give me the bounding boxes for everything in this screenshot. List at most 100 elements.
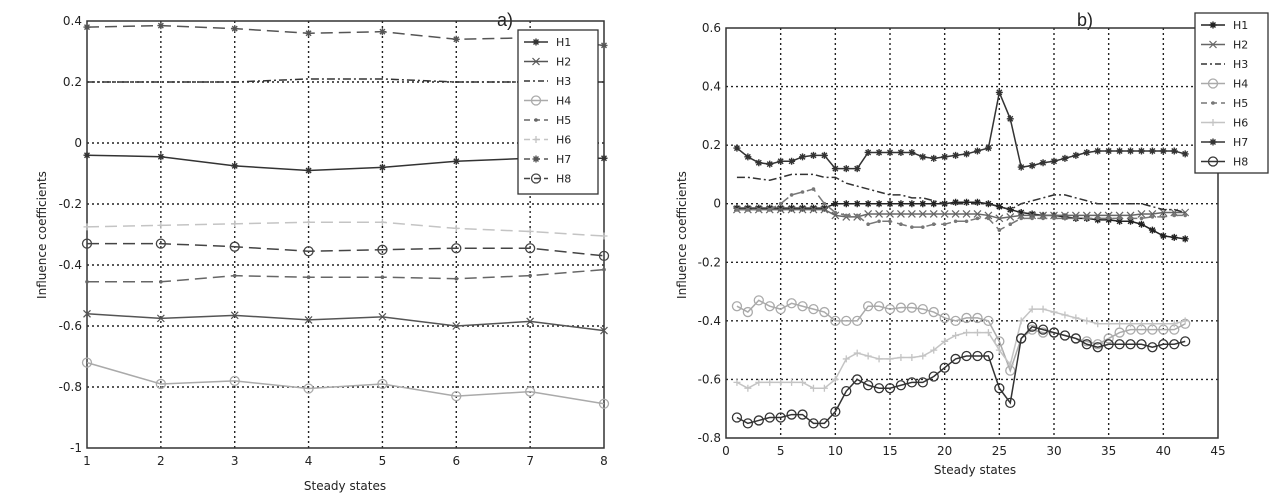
legend-label-h3: H3 xyxy=(1233,58,1248,71)
data-point-h6 xyxy=(1105,320,1113,328)
data-point-h1 xyxy=(157,153,165,161)
x-tick-label: 2 xyxy=(157,454,165,468)
series-h8 xyxy=(731,321,1191,429)
data-point-h7 xyxy=(831,165,839,173)
data-point-h8 xyxy=(1059,330,1071,341)
legend-marker-h7 xyxy=(1209,138,1217,146)
data-point-h5 xyxy=(767,207,772,212)
data-point-h7 xyxy=(1083,148,1091,156)
data-point-h6 xyxy=(83,223,91,231)
data-point-h6 xyxy=(897,353,905,361)
x-tick-label: 1 xyxy=(83,454,91,468)
data-point-h6 xyxy=(788,378,796,386)
data-point-h6 xyxy=(1061,311,1069,319)
data-point-h8 xyxy=(451,243,462,254)
series-line-h2 xyxy=(736,208,1186,220)
data-point-h6 xyxy=(820,384,828,392)
data-point-h4 xyxy=(764,301,775,312)
data-point-h8 xyxy=(797,409,808,420)
data-point-h8 xyxy=(81,238,93,249)
data-point-h5 xyxy=(1074,216,1078,221)
y-axis-label-b: Influence coefficients xyxy=(675,171,689,299)
data-point-h2 xyxy=(1137,210,1146,218)
data-point-h1 xyxy=(820,204,828,212)
x-tick-label: 8 xyxy=(600,454,608,468)
legend-label-h1: H1 xyxy=(556,36,571,49)
data-point-h8 xyxy=(1103,339,1114,350)
data-point-h1 xyxy=(1148,226,1156,234)
data-point-h7 xyxy=(853,165,861,173)
data-point-h1 xyxy=(919,200,927,208)
data-point-h8 xyxy=(1147,342,1158,353)
data-point-h7 xyxy=(799,153,807,161)
data-point-h8 xyxy=(1081,339,1092,350)
series-line-h7 xyxy=(86,24,605,47)
data-point-h1 xyxy=(231,162,239,170)
data-point-h6 xyxy=(1039,305,1047,313)
data-point-h5 xyxy=(1095,216,1100,221)
data-point-h2 xyxy=(809,205,818,214)
data-point-h4 xyxy=(808,303,819,315)
chart-a: a) Steady states Influence coefficients … xyxy=(35,10,610,493)
data-point-h6 xyxy=(744,384,752,392)
data-point-h7 xyxy=(1170,147,1178,155)
data-point-h2 xyxy=(1061,211,1069,220)
data-point-h6 xyxy=(864,352,872,360)
data-point-h8 xyxy=(229,241,240,252)
data-point-h6 xyxy=(1148,320,1156,328)
data-point-h1 xyxy=(777,204,785,212)
data-point-h5 xyxy=(746,207,750,212)
data-point-h4 xyxy=(884,303,896,315)
data-point-h2 xyxy=(787,205,796,214)
legend-marker-h5 xyxy=(534,118,538,122)
data-point-h8 xyxy=(742,418,754,429)
data-point-h8 xyxy=(819,418,830,429)
data-point-h6 xyxy=(1028,305,1036,313)
data-point-h7 xyxy=(452,35,460,43)
y-tick-label: -0.2 xyxy=(59,197,82,211)
data-point-h1 xyxy=(1116,217,1124,225)
data-point-h7 xyxy=(984,144,992,152)
data-point-h7 xyxy=(1094,147,1102,155)
data-point-h7 xyxy=(788,157,796,165)
data-point-h6 xyxy=(755,378,763,386)
data-point-h6 xyxy=(1083,317,1091,325)
data-point-h5 xyxy=(986,216,991,221)
data-point-h8 xyxy=(1125,339,1136,350)
data-point-h1 xyxy=(1170,233,1178,241)
panel-label-b: b) xyxy=(1077,10,1093,30)
data-point-h5 xyxy=(1183,213,1187,218)
data-point-h5 xyxy=(800,190,805,194)
data-point-h4 xyxy=(377,378,388,390)
data-point-h8 xyxy=(598,250,610,262)
data-point-h6 xyxy=(908,353,916,361)
data-point-h7 xyxy=(1050,157,1058,165)
data-point-h8 xyxy=(972,350,983,362)
data-point-h6 xyxy=(875,355,883,363)
data-point-h8 xyxy=(961,350,972,362)
data-point-h7 xyxy=(231,25,239,33)
data-point-h7 xyxy=(842,165,850,173)
data-point-h2 xyxy=(875,210,883,218)
legend-marker-h1 xyxy=(532,38,540,46)
legend-marker-h7 xyxy=(532,155,540,163)
legend-label-h8: H8 xyxy=(1233,156,1248,169)
data-point-h4 xyxy=(852,315,863,327)
data-point-h4 xyxy=(81,357,93,368)
data-point-h2 xyxy=(886,210,894,218)
data-point-h7 xyxy=(777,157,785,165)
data-point-h7 xyxy=(766,160,774,168)
data-point-h6 xyxy=(231,220,239,228)
data-point-h8 xyxy=(753,415,764,426)
series-h5 xyxy=(85,267,606,284)
data-point-h6 xyxy=(766,378,774,386)
data-point-h8 xyxy=(928,371,939,382)
data-point-h2 xyxy=(940,210,949,218)
data-point-h6 xyxy=(919,352,927,360)
data-point-h7 xyxy=(1181,150,1189,158)
data-point-h1 xyxy=(864,200,872,208)
x-tick-label: 4 xyxy=(305,454,313,468)
y-tick-label: -1 xyxy=(70,441,82,455)
data-point-h7 xyxy=(919,153,927,161)
